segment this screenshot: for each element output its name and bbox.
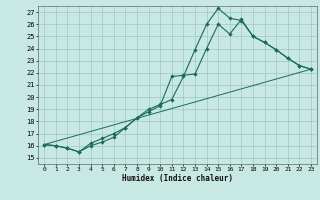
X-axis label: Humidex (Indice chaleur): Humidex (Indice chaleur) (122, 174, 233, 183)
